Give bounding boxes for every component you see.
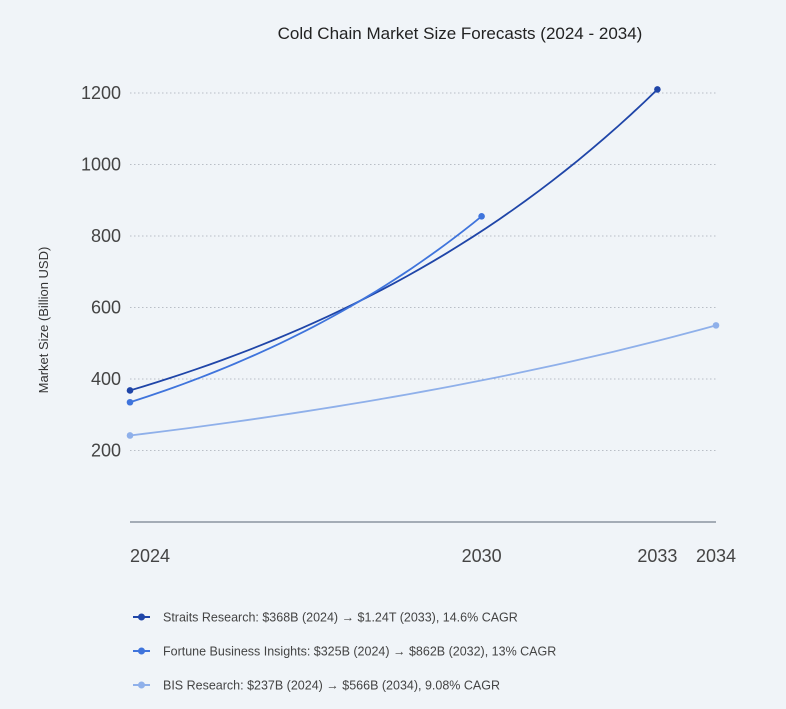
legend-swatch-marker — [138, 681, 145, 689]
legend-entry: Straits Research: $368B (2024) → $1.24T … — [163, 611, 518, 625]
series-0-point — [126, 387, 134, 394]
y-tick-label: 1200 — [81, 83, 121, 103]
legend-entry: Fortune Business Insights: $325B (2024) … — [163, 645, 556, 659]
series-0-point — [654, 86, 661, 93]
x-tick-label: 2030 — [462, 546, 502, 566]
x-tick-label: 2024 — [130, 546, 170, 566]
series-1-point — [478, 213, 485, 220]
axis-layer: 200 400 600 800 1000 1200 2024 2030 2033 2034 — [81, 83, 736, 566]
series-line-0 — [129, 88, 659, 392]
legend-swatch-marker — [138, 647, 145, 655]
y-tick-label: 400 — [91, 369, 121, 389]
x-tick-label: 2034 — [696, 546, 736, 566]
series-line-1 — [129, 215, 483, 404]
series-1-point — [126, 398, 134, 406]
series-2-point — [126, 432, 134, 439]
y-tick-label: 200 — [91, 441, 121, 461]
x-tick-label: 2033 — [637, 546, 677, 566]
chart-title: Cold Chain Market Size Forecasts (2024 -… — [278, 24, 643, 43]
legend: Straits Research: $368B (2024) → $1.24T … — [133, 611, 556, 693]
legend-entry: BIS Research: $237B (2024) → $566B (2034… — [163, 679, 500, 693]
series-line-2 — [129, 324, 717, 437]
y-axis-label: Market Size (Billion USD) — [36, 247, 51, 394]
y-tick-label: 1000 — [81, 155, 121, 175]
legend-swatch-marker — [138, 613, 145, 621]
grid-layer — [130, 92, 716, 451]
y-tick-label: 800 — [91, 226, 121, 246]
series-2-point — [712, 322, 720, 329]
y-tick-label: 600 — [91, 298, 121, 318]
series-layer — [126, 86, 720, 439]
